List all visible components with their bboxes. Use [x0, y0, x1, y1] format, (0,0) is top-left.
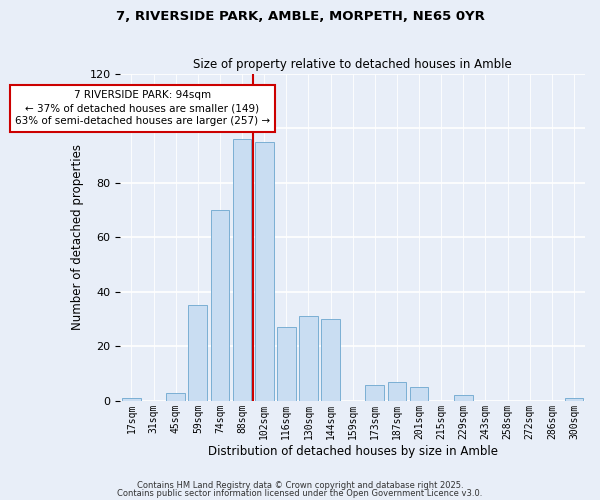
- Bar: [388, 382, 406, 401]
- Bar: [410, 388, 428, 401]
- Bar: [365, 384, 384, 401]
- Bar: [122, 398, 141, 401]
- Bar: [321, 319, 340, 401]
- Bar: [255, 142, 274, 401]
- Title: Size of property relative to detached houses in Amble: Size of property relative to detached ho…: [193, 58, 512, 71]
- X-axis label: Distribution of detached houses by size in Amble: Distribution of detached houses by size …: [208, 444, 498, 458]
- Text: Contains public sector information licensed under the Open Government Licence v3: Contains public sector information licen…: [118, 489, 482, 498]
- Text: 7 RIVERSIDE PARK: 94sqm
← 37% of detached houses are smaller (149)
63% of semi-d: 7 RIVERSIDE PARK: 94sqm ← 37% of detache…: [15, 90, 270, 126]
- Bar: [565, 398, 583, 401]
- Text: Contains HM Land Registry data © Crown copyright and database right 2025.: Contains HM Land Registry data © Crown c…: [137, 480, 463, 490]
- Bar: [299, 316, 318, 401]
- Bar: [211, 210, 229, 401]
- Bar: [166, 392, 185, 401]
- Bar: [454, 396, 473, 401]
- Y-axis label: Number of detached properties: Number of detached properties: [71, 144, 84, 330]
- Bar: [233, 139, 251, 401]
- Bar: [277, 328, 296, 401]
- Text: 7, RIVERSIDE PARK, AMBLE, MORPETH, NE65 0YR: 7, RIVERSIDE PARK, AMBLE, MORPETH, NE65 …: [116, 10, 484, 23]
- Bar: [188, 306, 207, 401]
